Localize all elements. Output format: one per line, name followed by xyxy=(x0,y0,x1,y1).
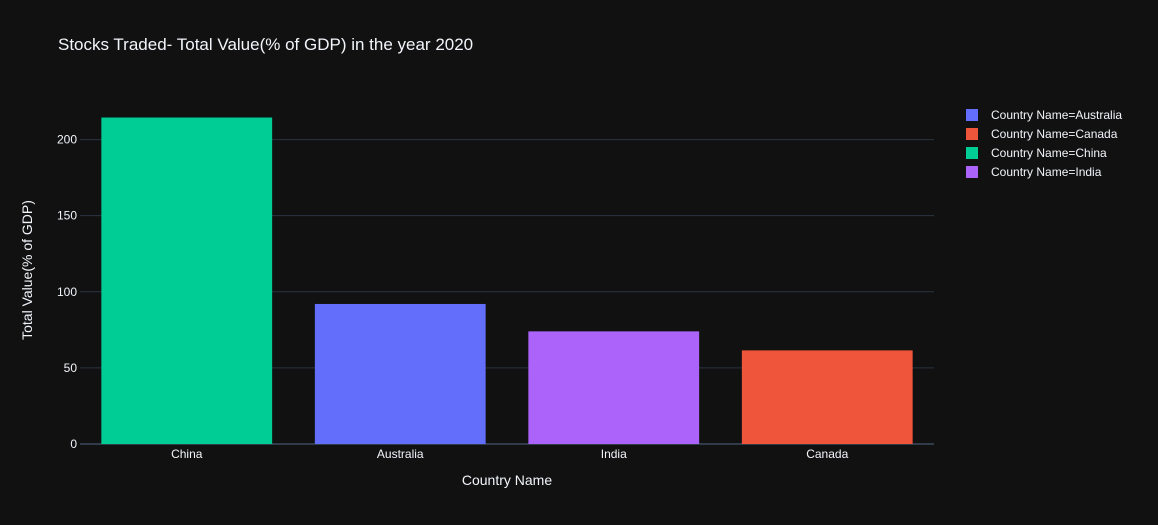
x-axis-title: Country Name xyxy=(462,472,552,488)
x-tick-label: Australia xyxy=(377,447,424,461)
chart-title: Stocks Traded- Total Value(% of GDP) in … xyxy=(58,35,473,54)
x-tick-label: Canada xyxy=(806,447,848,461)
legend: Country Name=Australia Country Name=Canad… xyxy=(966,108,1122,179)
bar-india xyxy=(528,331,700,444)
bar-china xyxy=(101,117,273,444)
legend-swatch xyxy=(966,147,978,159)
legend-item[interactable]: Country Name=Australia xyxy=(966,108,1122,122)
y-axis-ticks: 0 50 100 150 200 xyxy=(57,133,77,451)
legend-label: Country Name=India xyxy=(991,165,1102,179)
bar-canada xyxy=(741,350,913,444)
legend-label: Country Name=Australia xyxy=(991,108,1122,122)
x-axis-ticks: China Australia India Canada xyxy=(171,447,849,461)
x-tick-label: India xyxy=(601,447,627,461)
legend-item[interactable]: Country Name=China xyxy=(966,146,1107,160)
legend-item[interactable]: Country Name=India xyxy=(966,165,1102,179)
legend-swatch xyxy=(966,166,978,178)
legend-label: Country Name=China xyxy=(991,146,1107,160)
x-tick-label: China xyxy=(171,447,203,461)
bars xyxy=(101,117,913,444)
legend-item[interactable]: Country Name=Canada xyxy=(966,127,1118,141)
y-tick-label: 150 xyxy=(57,209,77,223)
y-tick-label: 0 xyxy=(70,437,77,451)
y-tick-label: 100 xyxy=(57,285,77,299)
legend-label: Country Name=Canada xyxy=(991,127,1118,141)
bar-australia xyxy=(314,303,486,444)
y-tick-label: 200 xyxy=(57,133,77,147)
y-tick-label: 50 xyxy=(64,361,78,375)
legend-swatch xyxy=(966,128,978,140)
y-axis-title: Total Value(% of GDP) xyxy=(19,200,35,340)
legend-swatch xyxy=(966,109,978,121)
